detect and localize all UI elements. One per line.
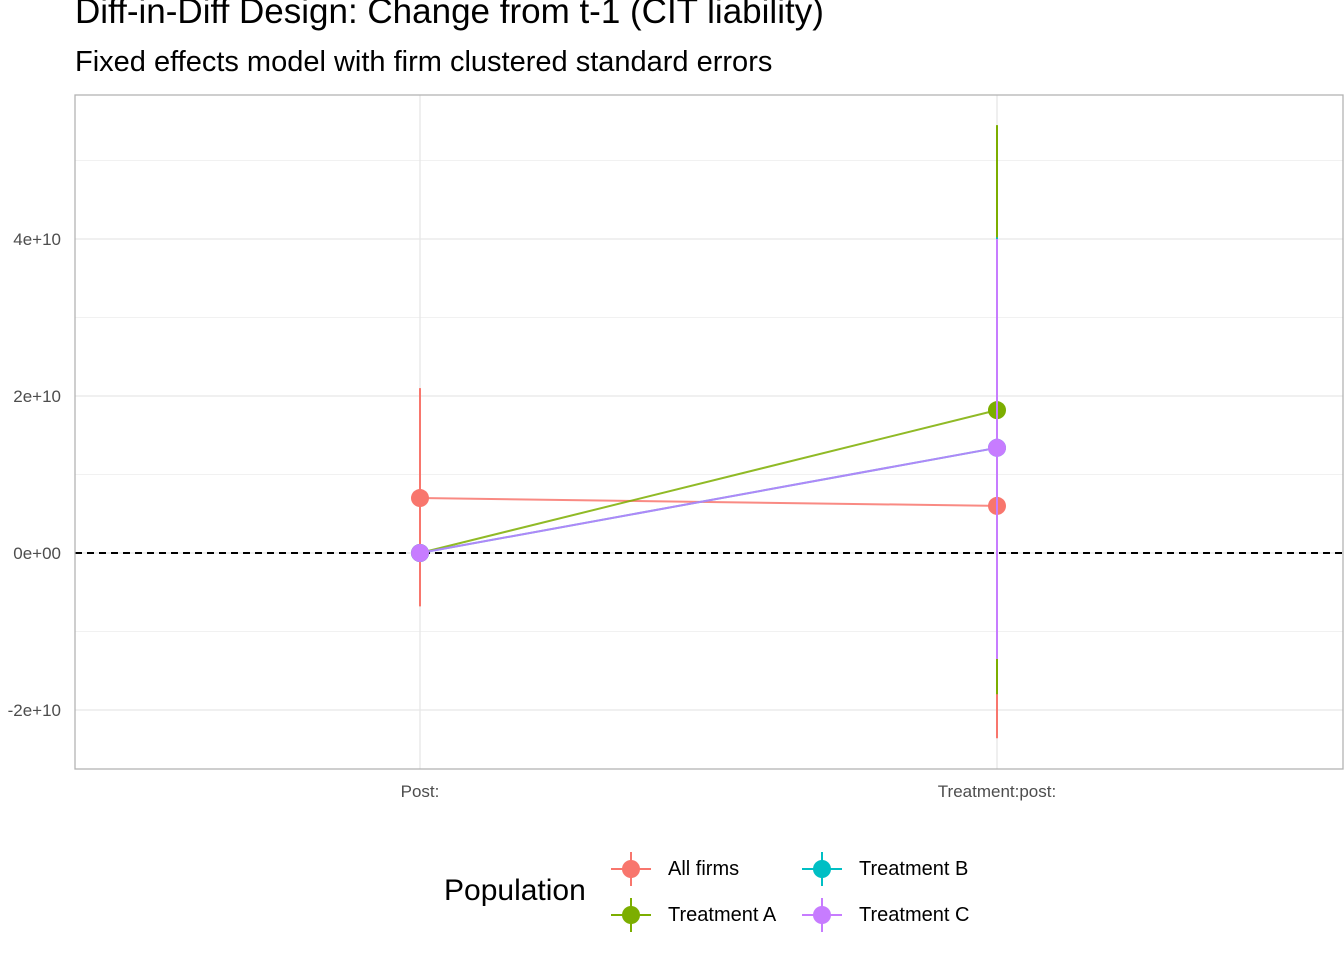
legend-key	[802, 898, 842, 932]
y-tick-label: 2e+10	[13, 387, 61, 406]
x-axis-ticks: Post: Treatment:post:	[401, 782, 1057, 801]
y-tick-label: -2e+10	[8, 701, 61, 720]
grid-lines	[75, 95, 1343, 769]
legend-item: Treatment C	[802, 896, 1002, 936]
legend-key-point	[622, 860, 640, 878]
legend-label: Treatment A	[668, 904, 777, 926]
legend-label: Treatment B	[859, 858, 969, 880]
series-treatment-c	[411, 239, 1006, 659]
series-line	[419, 497, 998, 507]
legend-key	[802, 852, 842, 886]
series-layer	[411, 125, 1006, 739]
series-all-firms	[411, 274, 1006, 739]
y-tick-label: 0e+00	[13, 544, 61, 563]
legend-item: Treatment A	[611, 896, 811, 936]
legend-label: Treatment C	[859, 904, 970, 926]
legend-key-point	[813, 906, 831, 924]
legend-key-point	[622, 906, 640, 924]
chart-title: Diff-in-Diff Design: Change from t-1 (CI…	[75, 0, 824, 31]
legend-item: All firms	[611, 850, 811, 890]
panel-border	[74, 94, 1344, 770]
x-tick-label: Post:	[401, 782, 440, 801]
series-treatment-b	[411, 237, 1006, 659]
series-line	[419, 446, 998, 554]
series-treatment-a	[411, 125, 1006, 695]
series-line	[419, 409, 998, 554]
chart-subtitle: Fixed effects model with firm clustered …	[75, 46, 773, 78]
legend-key	[611, 898, 651, 932]
data-point	[988, 438, 1006, 457]
data-point	[411, 544, 429, 562]
legend-label: All firms	[668, 858, 740, 880]
x-tick-label: Treatment:post:	[938, 782, 1056, 801]
y-tick-label: 4e+10	[13, 230, 61, 249]
data-point	[411, 489, 429, 508]
legend-title: Population	[444, 874, 586, 907]
legend-item: Treatment B	[802, 850, 1002, 890]
legend-key	[611, 852, 651, 886]
legend-key-point	[813, 860, 831, 878]
y-axis-ticks: -2e+10 0e+00 2e+10 4e+10	[8, 230, 61, 720]
